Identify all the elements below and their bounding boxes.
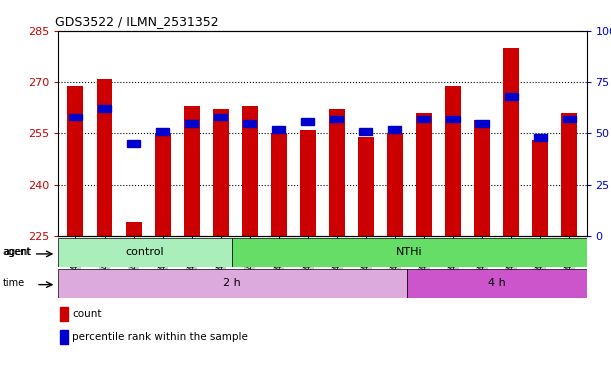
Bar bbox=[69, 114, 82, 121]
Bar bbox=[58, 269, 406, 298]
Text: agent: agent bbox=[2, 247, 31, 258]
Bar bbox=[358, 137, 374, 236]
Bar bbox=[155, 133, 170, 236]
Bar bbox=[417, 116, 431, 122]
Bar bbox=[156, 128, 169, 135]
Bar bbox=[406, 269, 587, 298]
Text: 4 h: 4 h bbox=[488, 278, 505, 288]
Bar bbox=[273, 126, 285, 133]
Bar bbox=[243, 120, 256, 127]
Bar bbox=[561, 113, 577, 236]
Bar bbox=[300, 130, 316, 236]
Bar bbox=[126, 222, 142, 236]
Bar bbox=[213, 109, 229, 236]
Text: 2 h: 2 h bbox=[224, 278, 241, 288]
Bar bbox=[67, 86, 84, 236]
Bar bbox=[271, 133, 287, 236]
Bar bbox=[98, 105, 111, 112]
Bar bbox=[416, 113, 432, 236]
Bar bbox=[242, 106, 258, 236]
Text: control: control bbox=[126, 247, 164, 258]
Bar bbox=[475, 120, 489, 127]
Text: agent: agent bbox=[3, 247, 31, 258]
Bar bbox=[447, 116, 459, 122]
Bar bbox=[389, 126, 401, 133]
Bar bbox=[232, 238, 587, 267]
Bar bbox=[60, 330, 68, 344]
Bar bbox=[60, 307, 68, 321]
Bar bbox=[214, 114, 227, 121]
Bar bbox=[445, 86, 461, 236]
Text: GDS3522 / ILMN_2531352: GDS3522 / ILMN_2531352 bbox=[56, 15, 219, 28]
Bar bbox=[533, 134, 547, 141]
Bar bbox=[505, 93, 518, 100]
Bar bbox=[474, 120, 490, 236]
Bar bbox=[185, 120, 198, 127]
Bar bbox=[58, 238, 232, 267]
Text: NTHi: NTHi bbox=[396, 247, 423, 258]
Bar bbox=[563, 116, 576, 122]
Bar bbox=[331, 116, 343, 122]
Bar bbox=[127, 140, 140, 147]
Bar bbox=[184, 106, 200, 236]
Bar bbox=[503, 48, 519, 236]
Text: count: count bbox=[72, 309, 102, 319]
Bar bbox=[387, 133, 403, 236]
Bar bbox=[359, 128, 372, 135]
Text: percentile rank within the sample: percentile rank within the sample bbox=[72, 332, 248, 342]
Text: time: time bbox=[2, 278, 24, 288]
Bar bbox=[97, 79, 112, 236]
Bar bbox=[329, 109, 345, 236]
Bar bbox=[532, 140, 548, 236]
Bar bbox=[301, 118, 314, 124]
